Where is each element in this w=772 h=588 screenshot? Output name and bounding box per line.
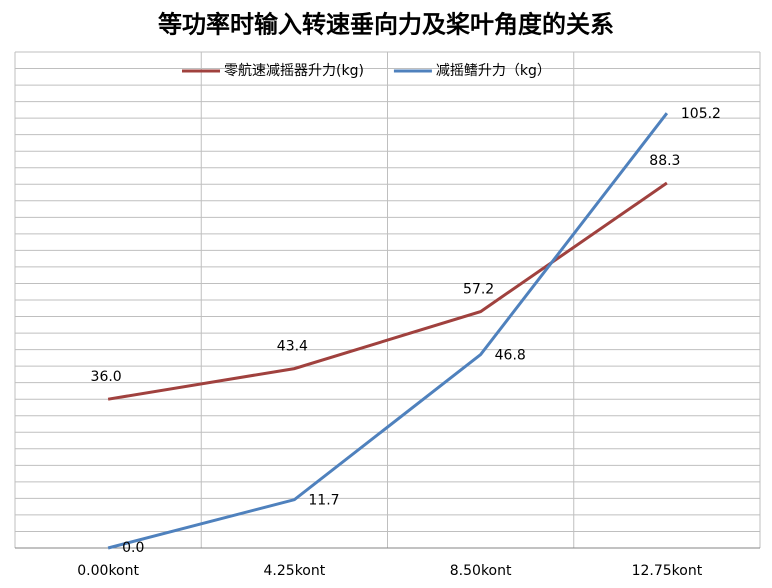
x-tick-label: 12.75kont — [632, 563, 703, 579]
series-line — [107, 181, 668, 401]
legend-label: 零航速减摇器升力(kg) — [224, 63, 364, 79]
data-label: 0.0 — [122, 540, 144, 556]
data-label: 46.8 — [495, 348, 526, 364]
data-label: 11.7 — [308, 493, 339, 509]
legend-label: 减摇鳍升力（kg） — [436, 63, 551, 79]
data-label: 36.0 — [91, 369, 122, 385]
series-line — [107, 112, 669, 550]
x-tick-label: 0.00kont — [77, 563, 139, 579]
data-label: 57.2 — [463, 282, 494, 298]
data-label: 105.2 — [681, 106, 721, 122]
data-label: 88.3 — [649, 153, 680, 169]
x-tick-label: 8.50kont — [450, 563, 512, 579]
chart-title: 等功率时输入转速垂向力及桨叶角度的关系 — [158, 10, 614, 39]
data-label: 43.4 — [277, 339, 308, 355]
x-tick-label: 4.25kont — [264, 563, 326, 579]
